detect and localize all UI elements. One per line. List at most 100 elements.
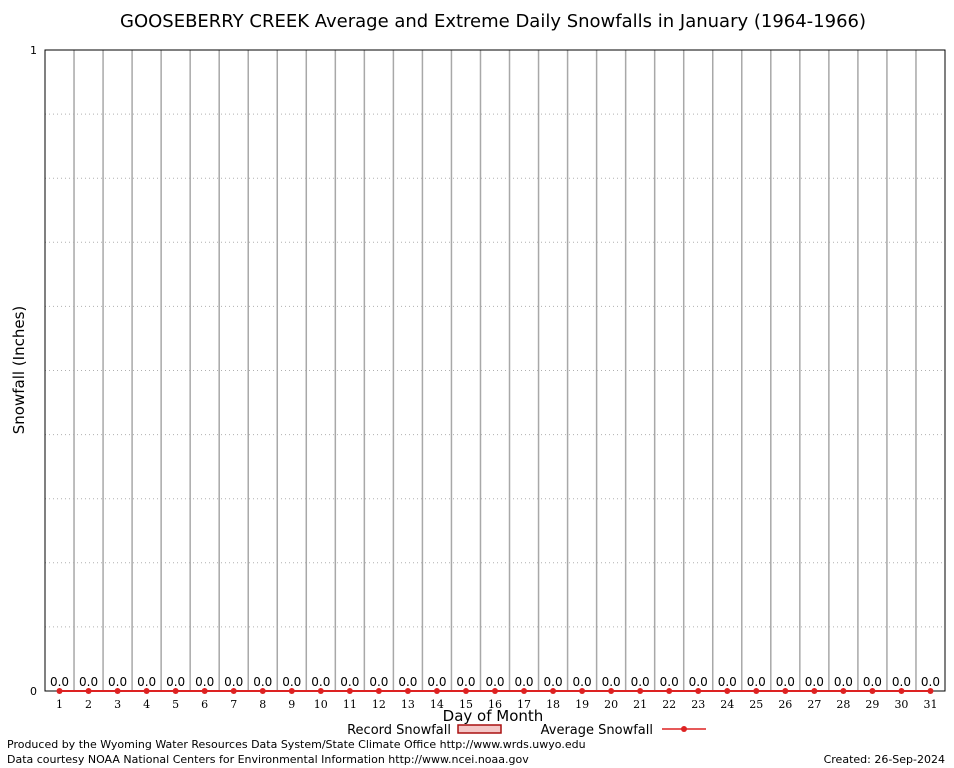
x-tick-label: 8 (259, 698, 266, 711)
footer-created-date: Created: 26-Sep-2024 (824, 753, 945, 766)
average-snowfall-point (666, 688, 673, 694)
data-label: 0.0 (573, 675, 592, 689)
average-snowfall-point (753, 688, 760, 694)
data-label: 0.0 (602, 675, 621, 689)
data-label: 0.0 (718, 675, 737, 689)
average-snowfall-point (521, 688, 528, 694)
average-snowfall-point (433, 688, 440, 694)
x-tick-label: 27 (807, 698, 821, 711)
average-snowfall-point (724, 688, 731, 694)
data-label: 0.0 (369, 675, 388, 689)
x-tick-label: 23 (691, 698, 705, 711)
x-tick-label: 29 (865, 698, 879, 711)
x-tick-label: 18 (546, 698, 560, 711)
y-axis-ticks: 01 (30, 44, 51, 698)
data-label: 0.0 (834, 675, 853, 689)
y-tick-label: 0 (30, 685, 37, 698)
average-snowfall-point (869, 688, 876, 694)
data-labels: 0.0 0.0 0.0 0.0 0.0 0.0 0.0 0.0 0.0 0.0 0.0 0.0 0.0 0… (50, 675, 940, 689)
x-tick-label: 20 (604, 698, 618, 711)
data-label: 0.0 (631, 675, 650, 689)
chart-grid (45, 113, 945, 628)
average-snowfall-point (898, 688, 905, 694)
y-axis-label: Snowfall (Inches) (10, 306, 28, 434)
x-tick-label: 17 (517, 698, 531, 711)
data-label: 0.0 (514, 675, 533, 689)
x-tick-label: 2 (85, 698, 92, 711)
average-snowfall-point (230, 688, 237, 694)
data-label: 0.0 (166, 675, 185, 689)
legend-average-snowfall-label: Average Snowfall (541, 723, 653, 738)
average-snowfall-point (840, 688, 847, 694)
average-snowfall-point (404, 688, 411, 694)
data-label: 0.0 (195, 675, 214, 689)
day-columns (73, 50, 917, 691)
x-tick-label: 9 (288, 698, 295, 711)
x-tick-label: 21 (633, 698, 647, 711)
average-snowfall-point (288, 688, 295, 694)
average-snowfall-point (85, 688, 92, 694)
data-label: 0.0 (50, 675, 69, 689)
legend-average-snowfall-marker (681, 726, 687, 732)
average-snowfall-point (462, 688, 469, 694)
x-tick-label: 11 (343, 698, 357, 711)
average-snowfall-point (375, 688, 382, 694)
data-label: 0.0 (137, 675, 156, 689)
legend-record-snowfall-label: Record Snowfall (347, 723, 451, 738)
data-label: 0.0 (747, 675, 766, 689)
x-tick-label: 26 (778, 698, 792, 711)
data-label: 0.0 (282, 675, 301, 689)
data-label: 0.0 (456, 675, 475, 689)
x-tick-label: 28 (836, 698, 850, 711)
average-snowfall-point (927, 688, 934, 694)
legend-record-snowfall-swatch (457, 724, 502, 734)
x-tick-label: 31 (923, 698, 937, 711)
data-label: 0.0 (108, 675, 127, 689)
average-snowfall-point (492, 688, 498, 694)
x-tick-label: 4 (143, 698, 150, 711)
average-snowfall-series (56, 688, 934, 694)
average-snowfall-point (782, 688, 789, 694)
average-snowfall-point (346, 688, 353, 694)
data-label: 0.0 (892, 675, 911, 689)
data-label: 0.0 (689, 675, 708, 689)
data-label: 0.0 (776, 675, 795, 689)
average-snowfall-point (172, 688, 179, 694)
x-tick-label: 1 (56, 698, 63, 711)
x-axis-ticks: 1 2 3 4 5 6 7 8 9 10 11 12 13 14 15 16 17 18 19 20 21 22 23 24 2… (56, 698, 937, 711)
footer-produced-by: Produced by the Wyoming Water Resources … (7, 738, 586, 751)
data-label: 0.0 (224, 675, 243, 689)
x-tick-label: 22 (662, 698, 676, 711)
data-label: 0.0 (398, 675, 417, 689)
x-tick-label: 13 (401, 698, 415, 711)
average-snowfall-point (201, 688, 208, 694)
average-snowfall-point (317, 688, 324, 694)
average-snowfall-point (550, 688, 557, 694)
data-label: 0.0 (427, 675, 446, 689)
data-label: 0.0 (79, 675, 98, 689)
chart-title: GOOSEBERRY CREEK Average and Extreme Dai… (120, 11, 866, 32)
data-label: 0.0 (311, 675, 330, 689)
data-label: 0.0 (544, 675, 563, 689)
data-label: 0.0 (253, 675, 272, 689)
x-tick-label: 14 (430, 698, 444, 711)
x-tick-label: 5 (172, 698, 179, 711)
x-tick-label: 12 (372, 698, 386, 711)
x-tick-label: 19 (575, 698, 589, 711)
data-label: 0.0 (921, 675, 940, 689)
x-tick-label: 6 (201, 698, 208, 711)
x-tick-label: 24 (720, 698, 734, 711)
average-snowfall-point (114, 688, 121, 694)
average-snowfall-point (143, 688, 150, 694)
data-label: 0.0 (340, 675, 359, 689)
footer-data-courtesy: Data courtesy NOAA National Centers for … (7, 753, 529, 766)
x-tick-label: 7 (230, 698, 237, 711)
x-axis-label: Day of Month (443, 707, 544, 725)
data-label: 0.0 (863, 675, 882, 689)
chart-legend: Record Snowfall Average Snowfall (347, 723, 706, 738)
x-tick-label: 3 (114, 698, 121, 711)
average-snowfall-point (608, 688, 615, 694)
average-snowfall-point (259, 688, 266, 694)
average-snowfall-point (811, 688, 818, 694)
